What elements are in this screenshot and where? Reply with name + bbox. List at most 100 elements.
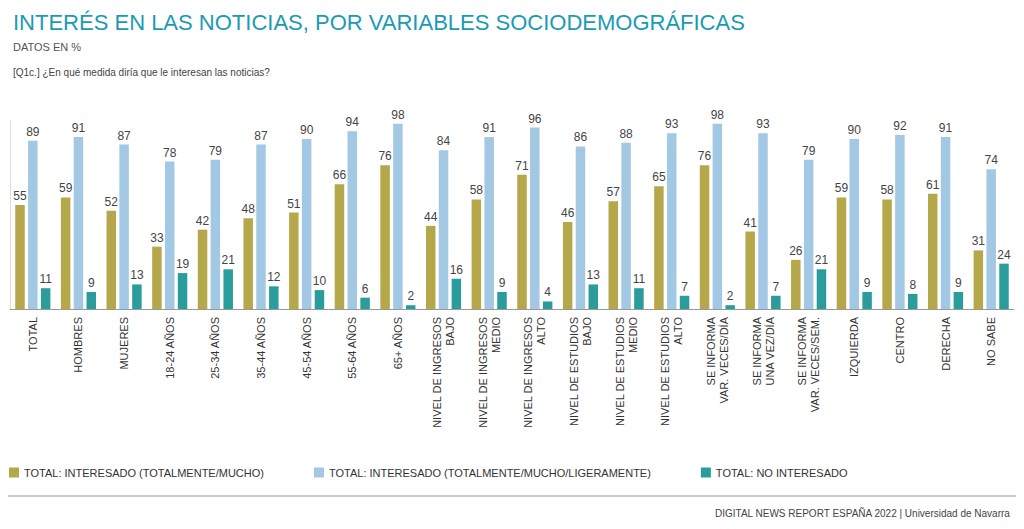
svg-text:46: 46 bbox=[561, 206, 575, 220]
svg-text:94: 94 bbox=[346, 115, 360, 129]
svg-text:21: 21 bbox=[815, 253, 829, 267]
svg-text:11: 11 bbox=[39, 272, 52, 286]
svg-text:4: 4 bbox=[544, 285, 551, 299]
svg-text:91: 91 bbox=[939, 121, 953, 135]
svg-text:TOTAL: INTERESADO (TOTALMENTE/: TOTAL: INTERESADO (TOTALMENTE/MUCHO/LIGE… bbox=[329, 467, 651, 479]
svg-text:21: 21 bbox=[222, 253, 236, 267]
svg-text:65+ AÑOS: 65+ AÑOS bbox=[392, 317, 404, 369]
svg-text:UNA VEZ/DÍA: UNA VEZ/DÍA bbox=[764, 316, 776, 385]
svg-text:26: 26 bbox=[789, 244, 803, 258]
svg-text:90: 90 bbox=[300, 123, 314, 137]
svg-text:33: 33 bbox=[150, 231, 164, 245]
svg-text:98: 98 bbox=[711, 108, 725, 122]
svg-text:87: 87 bbox=[254, 129, 268, 143]
svg-text:45-54 AÑOS: 45-54 AÑOS bbox=[301, 317, 313, 379]
svg-text:2: 2 bbox=[727, 289, 734, 303]
svg-text:IZQUIERDA: IZQUIERDA bbox=[848, 316, 860, 377]
svg-text:12: 12 bbox=[267, 270, 281, 284]
svg-text:HOMBRES: HOMBRES bbox=[72, 317, 84, 373]
svg-text:90: 90 bbox=[848, 123, 862, 137]
svg-text:59: 59 bbox=[59, 181, 73, 195]
svg-text:BAJO: BAJO bbox=[444, 317, 456, 346]
svg-text:9: 9 bbox=[955, 276, 962, 290]
svg-text:55: 55 bbox=[13, 189, 27, 203]
svg-text:MEDIO: MEDIO bbox=[627, 317, 639, 354]
svg-text:MUJERES: MUJERES bbox=[118, 317, 130, 370]
svg-text:78: 78 bbox=[163, 146, 177, 160]
svg-text:48: 48 bbox=[241, 202, 255, 216]
svg-text:NIVEL DE INGRESOS: NIVEL DE INGRESOS bbox=[477, 317, 489, 428]
svg-text:6: 6 bbox=[362, 282, 369, 296]
svg-text:84: 84 bbox=[437, 134, 451, 148]
svg-text:VAR. VECES/SEM.: VAR. VECES/SEM. bbox=[809, 317, 821, 412]
svg-text:79: 79 bbox=[802, 144, 816, 158]
svg-text:[Q1c.] ¿En qué medida diría qu: [Q1c.] ¿En qué medida diría que le inter… bbox=[13, 67, 270, 78]
svg-text:87: 87 bbox=[117, 129, 131, 143]
svg-text:TOTAL: NO INTERESADO: TOTAL: NO INTERESADO bbox=[716, 467, 848, 479]
svg-text:35-44 AÑOS: 35-44 AÑOS bbox=[255, 317, 267, 379]
svg-text:SE INFORMA: SE INFORMA bbox=[705, 316, 717, 385]
svg-text:9: 9 bbox=[864, 276, 871, 290]
svg-text:11: 11 bbox=[633, 272, 646, 286]
svg-text:98: 98 bbox=[391, 108, 405, 122]
svg-text:VAR. VECES/DÍA: VAR. VECES/DÍA bbox=[718, 316, 730, 403]
svg-text:61: 61 bbox=[926, 178, 940, 192]
svg-text:ALTO: ALTO bbox=[535, 317, 547, 345]
svg-text:2: 2 bbox=[407, 289, 414, 303]
svg-text:59: 59 bbox=[835, 181, 849, 195]
svg-text:ALTO: ALTO bbox=[672, 317, 684, 345]
svg-text:58: 58 bbox=[470, 183, 484, 197]
svg-text:NIVEL DE ESTUDIOS: NIVEL DE ESTUDIOS bbox=[614, 317, 626, 426]
svg-text:7: 7 bbox=[681, 280, 688, 294]
svg-text:91: 91 bbox=[72, 121, 86, 135]
svg-text:DIGITAL NEWS REPORT ESPAÑA 202: DIGITAL NEWS REPORT ESPAÑA 2022 | Univer… bbox=[715, 507, 1010, 519]
svg-text:8: 8 bbox=[909, 278, 916, 292]
svg-text:DERECHA: DERECHA bbox=[940, 316, 952, 370]
svg-text:NIVEL DE INGRESOS: NIVEL DE INGRESOS bbox=[431, 317, 443, 428]
svg-text:51: 51 bbox=[287, 197, 301, 211]
svg-text:19: 19 bbox=[176, 257, 190, 271]
svg-text:65: 65 bbox=[652, 170, 666, 184]
svg-text:86: 86 bbox=[574, 130, 588, 144]
svg-text:76: 76 bbox=[698, 149, 712, 163]
svg-text:9: 9 bbox=[499, 276, 506, 290]
svg-text:NIVEL DE ESTUDIOS: NIVEL DE ESTUDIOS bbox=[568, 317, 580, 426]
svg-text:10: 10 bbox=[313, 274, 327, 288]
svg-text:SE INFORMA: SE INFORMA bbox=[796, 316, 808, 385]
svg-text:31: 31 bbox=[972, 234, 986, 248]
svg-text:93: 93 bbox=[756, 117, 770, 131]
svg-text:18-24 AÑOS: 18-24 AÑOS bbox=[164, 317, 176, 379]
svg-text:16: 16 bbox=[450, 263, 464, 277]
svg-text:TOTAL: INTERESADO (TOTALMENTE/: TOTAL: INTERESADO (TOTALMENTE/MUCHO) bbox=[24, 467, 264, 479]
svg-text:96: 96 bbox=[528, 112, 542, 126]
svg-text:9: 9 bbox=[88, 276, 95, 290]
svg-text:42: 42 bbox=[196, 214, 210, 228]
svg-text:76: 76 bbox=[378, 149, 392, 163]
svg-text:88: 88 bbox=[619, 127, 633, 141]
svg-text:BAJO: BAJO bbox=[581, 317, 593, 346]
svg-text:7: 7 bbox=[772, 280, 779, 294]
svg-text:INTERÉS EN LAS NOTICIAS, POR V: INTERÉS EN LAS NOTICIAS, POR VARIABLES S… bbox=[13, 10, 745, 35]
svg-text:41: 41 bbox=[743, 216, 757, 230]
svg-text:MEDIO: MEDIO bbox=[490, 317, 502, 354]
svg-text:13: 13 bbox=[587, 268, 601, 282]
svg-text:74: 74 bbox=[985, 153, 999, 167]
svg-text:NIVEL DE ESTUDIOS: NIVEL DE ESTUDIOS bbox=[659, 317, 671, 426]
svg-text:55-64 AÑOS: 55-64 AÑOS bbox=[346, 317, 358, 379]
svg-text:66: 66 bbox=[333, 168, 347, 182]
svg-text:SE INFORMA: SE INFORMA bbox=[751, 316, 763, 385]
svg-text:13: 13 bbox=[130, 268, 144, 282]
svg-text:NO SABE: NO SABE bbox=[985, 317, 997, 366]
svg-text:58: 58 bbox=[880, 183, 894, 197]
svg-text:CENTRO: CENTRO bbox=[894, 317, 906, 364]
svg-text:DATOS EN %: DATOS EN % bbox=[13, 41, 81, 53]
svg-text:52: 52 bbox=[105, 195, 119, 209]
svg-text:NIVEL DE INGRESOS: NIVEL DE INGRESOS bbox=[522, 317, 534, 428]
svg-text:91: 91 bbox=[483, 121, 497, 135]
svg-text:92: 92 bbox=[893, 119, 907, 133]
svg-text:44: 44 bbox=[424, 210, 438, 224]
svg-text:93: 93 bbox=[665, 117, 679, 131]
svg-text:79: 79 bbox=[209, 144, 223, 158]
svg-text:57: 57 bbox=[607, 185, 621, 199]
svg-text:25-34 AÑOS: 25-34 AÑOS bbox=[209, 317, 221, 379]
